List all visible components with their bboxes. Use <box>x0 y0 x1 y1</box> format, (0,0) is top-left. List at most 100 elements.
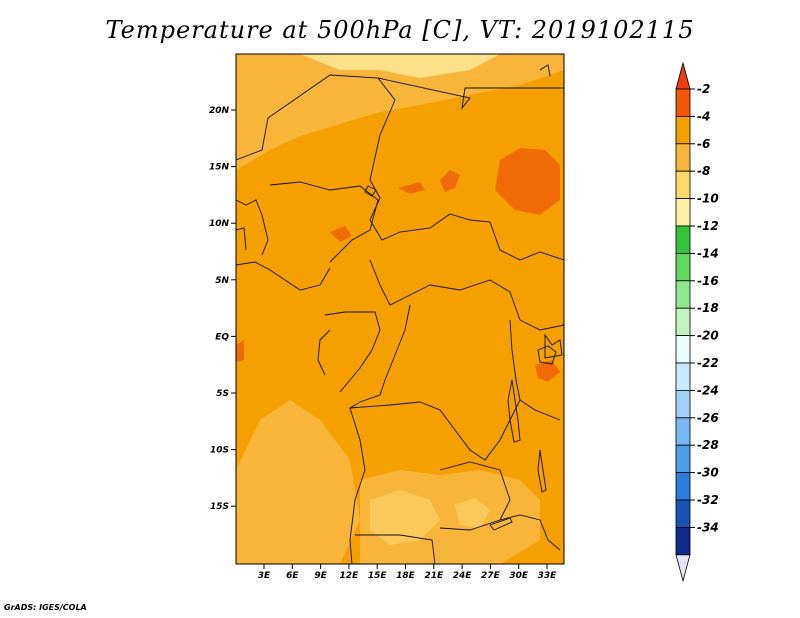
colorbar-label: -10 <box>697 192 719 206</box>
lat-tick-label: 5S <box>216 389 229 399</box>
colorbar-label: -4 <box>697 109 710 123</box>
boundary-line <box>349 407 366 564</box>
colorbar-swatch <box>675 527 691 556</box>
colorbar-swatch <box>675 116 691 145</box>
colorbar-label: -20 <box>697 329 719 343</box>
cool-band-northwest <box>236 78 420 160</box>
lon-tick-label: 21E <box>424 571 444 581</box>
coldest-south <box>370 490 440 545</box>
lake-victoria <box>537 345 557 365</box>
boundary-line <box>269 181 379 263</box>
boundary-line <box>519 319 564 331</box>
colorbar-swatch <box>675 88 691 117</box>
colorbar-label: -2 <box>697 82 710 96</box>
boundary-line <box>324 311 381 393</box>
colorbar-swatch <box>675 198 691 227</box>
colorbar: -2 -4 -6 -8 -10 -12 -14 -16 -18 -20 -22 -24 -26 -28 -3… <box>675 61 719 583</box>
map-title: Temperature at 500hPa [C], VT: 201910211… <box>105 16 695 44</box>
cool-band-southwest <box>236 400 360 564</box>
warm-patch-chad <box>398 182 425 194</box>
boundaries <box>236 64 564 564</box>
colorbar-swatch <box>675 335 691 364</box>
boundary-line <box>236 199 269 256</box>
lake-tanganyika <box>507 379 521 443</box>
warm-patch-sudan-west <box>440 170 460 192</box>
lon-tick-label: 15E <box>368 571 388 581</box>
lon-tick-label: 9E <box>314 571 327 581</box>
colorbar-label: -6 <box>697 137 710 151</box>
temperature-field <box>236 54 564 564</box>
warm-patches <box>236 148 560 382</box>
colorbar-label: -12 <box>697 219 719 233</box>
lon-tick-label: 3E <box>258 571 271 581</box>
lon-tick-label: 18E <box>396 571 416 581</box>
colorbar-label: -18 <box>697 301 719 315</box>
colorbar-label: -16 <box>697 274 719 288</box>
colorbar-label: -30 <box>697 466 719 480</box>
colorbar-swatch <box>675 499 691 528</box>
lat-tick-label: 20N <box>209 106 230 116</box>
boundary-line <box>369 179 564 261</box>
boundary-line <box>317 329 331 376</box>
colorbar-top-arrow <box>675 61 691 90</box>
lake-kariba <box>489 517 513 531</box>
colorbar-swatch <box>675 472 691 501</box>
boundary-line <box>349 399 561 461</box>
boundary-line <box>377 77 564 110</box>
warm-patch-lake-victoria <box>535 360 560 382</box>
boundary-line <box>236 227 247 251</box>
warm-patch-coast <box>236 340 244 362</box>
boundary-line <box>236 74 396 181</box>
colorbar-label: -14 <box>697 246 719 260</box>
colorbar-label: -24 <box>697 383 719 397</box>
colorbar-swatch <box>675 307 691 337</box>
lon-tick-label: 12E <box>340 571 360 581</box>
colorbar-label: -34 <box>697 520 719 534</box>
boundary-line <box>369 259 521 321</box>
lon-tick-label: 27E <box>481 571 501 581</box>
lake-chad <box>364 185 377 197</box>
colorbar-bottom-arrow <box>675 554 691 583</box>
colorbar-swatch <box>675 252 691 282</box>
coldest-north <box>300 54 500 78</box>
map-frame <box>235 53 565 565</box>
lon-tick-label: 24E <box>453 571 473 581</box>
lat-tick-label: 15S <box>210 502 229 512</box>
boundary-line <box>544 333 563 359</box>
boundary-line <box>539 64 551 77</box>
grads-credit: GrADS: IGES/COLA <box>4 603 87 612</box>
lat-tick-label: 10N <box>209 219 230 229</box>
colorbar-label: -28 <box>697 438 719 452</box>
lon-tick-label: 33E <box>538 571 558 581</box>
lat-tick-label: 10S <box>210 446 229 456</box>
warm-patch-sudan <box>495 148 560 215</box>
boundary-line <box>355 534 436 564</box>
colorbar-swatch <box>675 170 691 199</box>
colorbar-swatch <box>675 444 691 474</box>
colorbar-label: -32 <box>697 493 719 507</box>
colorbar-swatch <box>675 280 691 309</box>
colorbar-swatch <box>675 225 691 254</box>
colorbar-swatch <box>675 143 691 172</box>
colorbar-swatch <box>675 417 691 446</box>
longitude-axis: 3E 6E 9E 12E 15E 18E 21E 24E 27E 30E 33E <box>258 564 557 581</box>
colorbar-label: -22 <box>697 356 719 370</box>
lat-tick-label: 15N <box>209 163 230 173</box>
lon-tick-label: 6E <box>286 571 299 581</box>
colorbar-swatch <box>675 389 691 419</box>
latitude-axis: 20N 15N 10N 5N EQ 5S 10S 15S <box>209 106 236 512</box>
warm-patch-nigeria <box>330 226 352 242</box>
lat-tick-label: EQ <box>215 332 229 342</box>
cooler-patches <box>300 54 500 545</box>
lat-tick-label: 5N <box>215 276 229 286</box>
boundary-line <box>499 514 561 551</box>
boundary-line <box>509 319 521 401</box>
colorbar-label: -8 <box>697 164 710 178</box>
colorbar-swatch <box>675 362 691 391</box>
coldest-southeast <box>455 498 490 528</box>
boundary-line <box>439 461 511 531</box>
boundary-line <box>349 304 411 409</box>
colorbar-label: -26 <box>697 411 719 425</box>
boundary-line <box>236 261 331 291</box>
